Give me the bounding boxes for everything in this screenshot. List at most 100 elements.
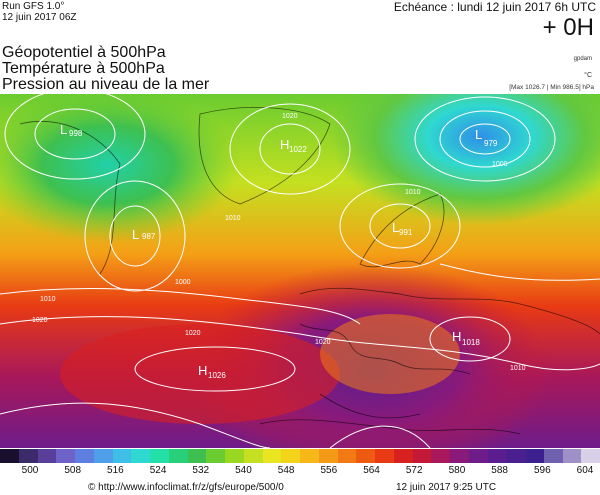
run-model: Run GFS 1.0°: [2, 1, 65, 12]
svg-text:1026: 1026: [208, 371, 226, 380]
colorbar-tick-label: 500: [21, 465, 39, 476]
colorbar: [0, 449, 600, 463]
colorbar-tick-label: 596: [533, 465, 551, 476]
colorbar-cell: [112, 449, 132, 463]
colorbar-tick-label: 516: [107, 465, 124, 476]
isobar-label: 1000: [175, 279, 191, 286]
isobar-ring: [229, 103, 351, 195]
colorbar-cell: [487, 449, 507, 463]
warm-italy-blob: [320, 314, 460, 394]
run-info: Run GFS 1.0° 12 juin 2017 06Z: [2, 1, 77, 23]
isobar-label: 1020: [185, 330, 201, 337]
isobar-label: 1010: [40, 296, 56, 303]
title-temperature: Température à 500hPa: [2, 60, 165, 77]
isobar-label: 1020: [32, 317, 48, 324]
footer-date: 12 juin 2017 9:25 UTC: [396, 482, 497, 493]
colorbar-tick-label: 548: [277, 465, 295, 476]
colorbar-cell: [506, 449, 525, 463]
svg-text:L: L: [475, 127, 482, 142]
svg-text:1022: 1022: [289, 145, 307, 154]
colorbar-cell: [375, 449, 394, 463]
isobar-line: [0, 402, 271, 448]
isobar-label: 1020: [315, 339, 331, 346]
pressure-center-low-scandinavia: L 991: [392, 220, 413, 237]
svg-text:L: L: [60, 122, 67, 137]
isobar-line: [0, 288, 361, 325]
colorbar-cell: [356, 449, 375, 463]
svg-text:H: H: [198, 363, 207, 378]
colorbar-cell: [187, 449, 207, 463]
isobar-label: 1010: [225, 215, 241, 222]
isobar-ring: [109, 205, 161, 267]
pressure-max-min: [Max 1026.7 | Min 986.5] hPa: [509, 84, 594, 91]
isobar-label: 1000: [492, 161, 508, 168]
isobar-ring: [459, 123, 511, 155]
echeance-label: Echéance : lundi 12 juin 2017 6h UTC: [393, 0, 596, 14]
colorbar-cell: [243, 449, 263, 463]
colorbar-cell: [562, 449, 582, 463]
colorbar-tick-label: 540: [235, 465, 252, 476]
colorbar-cell: [581, 449, 600, 463]
colorbar-cell: [300, 449, 319, 463]
isobar-line: [439, 263, 600, 281]
pressure-center-low-atlantic: L 987: [132, 227, 156, 242]
isobar-ring: [84, 180, 186, 292]
colorbar-cell: [56, 449, 75, 463]
colorbar-cell: [393, 449, 413, 463]
coastline-canada: [19, 121, 121, 275]
colorbar-cell: [0, 449, 19, 463]
pressure-center-high-balkans: H 1018: [452, 329, 480, 347]
colorbar-tick-label: 564: [363, 465, 380, 476]
pressure-center-high-azores: H 1026: [198, 363, 226, 380]
colorbar-cell: [150, 449, 169, 463]
colorbar-cell: [93, 449, 113, 463]
title-geopotential: Géopotentiel à 500hPa: [2, 44, 166, 61]
weather-map[interactable]: 1020 1010 1000 1010 1000 1010 1020 1020 …: [0, 94, 600, 448]
colorbar-tick-label: 580: [448, 465, 466, 476]
colorbar-tick-label: 532: [192, 465, 210, 476]
svg-text:991: 991: [399, 228, 413, 237]
isobar-ring: [339, 183, 461, 269]
pressure-center-low-north-russia: L 979: [475, 127, 498, 148]
pressure-center-high-greenland: H 1022: [280, 137, 307, 154]
coastline-europe: [299, 287, 600, 419]
unit-gpdam: gpdam: [573, 56, 592, 62]
svg-text:H: H: [280, 137, 289, 152]
svg-text:H: H: [452, 329, 461, 344]
isobar-ring: [259, 123, 321, 175]
colorbar-cell: [412, 449, 432, 463]
isobar-ring: [429, 316, 511, 362]
isobar-ring: [4, 94, 146, 180]
colorbar-cell: [18, 449, 38, 463]
svg-text:L: L: [392, 220, 399, 235]
isobar-ring: [439, 110, 531, 168]
colorbar-ticks: 500 508 516 524 532 540 548 556 564 572 580 588 596 6…: [0, 465, 600, 477]
svg-text:1018: 1018: [462, 338, 480, 347]
colorbar-cell: [206, 449, 225, 463]
colorbar-cell: [37, 449, 57, 463]
isobars: [0, 94, 600, 448]
colorbar-tick-label: 604: [576, 465, 594, 476]
colorbar-cell: [281, 449, 300, 463]
title-pressure: Pression au niveau de la mer: [2, 76, 210, 93]
colorbar-cell: [468, 449, 488, 463]
isobar-label: 1010: [510, 365, 526, 372]
isobar-label: 1010: [405, 189, 421, 196]
svg-text:998: 998: [69, 129, 83, 138]
svg-text:979: 979: [484, 139, 498, 148]
coastline-scandinavia: [359, 193, 445, 268]
isobar-ring: [134, 346, 296, 392]
colorbar-cell: [131, 449, 150, 463]
colorbar-tick-label: 524: [149, 465, 167, 476]
svg-text:987: 987: [142, 232, 156, 241]
isobar-label: 1020: [282, 113, 298, 120]
coastline-africa: [259, 419, 521, 435]
colorbar-cell: [525, 449, 544, 463]
isobar-ring: [369, 203, 431, 249]
isobar-line: [329, 425, 431, 448]
colorbar-cell: [168, 449, 188, 463]
colorbar-cell: [262, 449, 282, 463]
pressure-center-low-west-greenland: L 998: [60, 122, 83, 138]
map-titles: Géopotentiel à 500hPa Température à 500h…: [2, 45, 209, 93]
isobar-ring: [414, 96, 556, 182]
